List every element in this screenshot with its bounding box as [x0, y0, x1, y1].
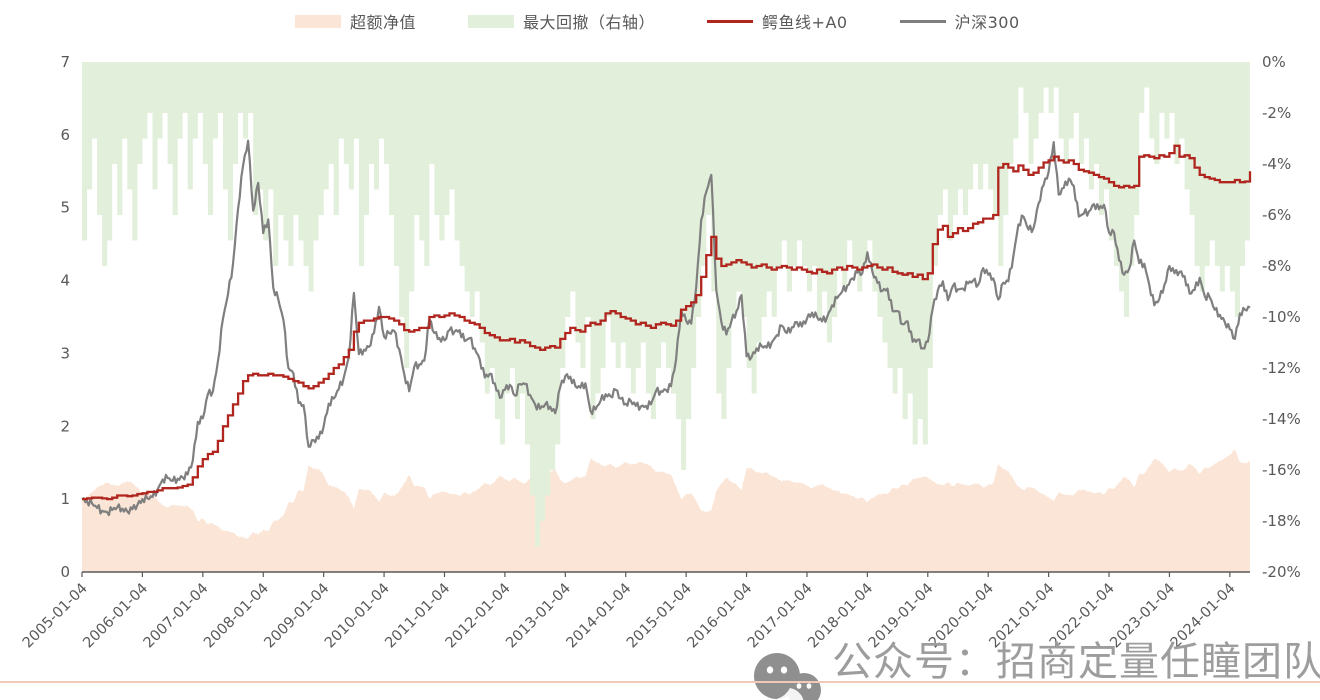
legend-item-max-drawdown: 最大回撤（右轴） — [468, 9, 655, 33]
y-left-label: 0 — [60, 563, 70, 581]
bottom-divider — [0, 681, 1320, 683]
legend-label-excess-nav: 超额净值 — [350, 13, 417, 32]
y-right-label: -20% — [1262, 563, 1301, 581]
y-left-label: 2 — [60, 417, 70, 435]
page: { "page": { "background": "#ffffff", "te… — [0, 8, 1320, 700]
chart-legend: 超额净值 最大回撤（右轴） 鳄鱼线+A0 沪深300 — [295, 8, 1020, 34]
y-right-label: -14% — [1262, 410, 1301, 428]
excess-nav-area — [82, 449, 1250, 572]
csi300-line — [81, 139, 1251, 517]
y-right-label: -18% — [1262, 512, 1301, 530]
y-left-label: 7 — [60, 53, 70, 71]
y-left-label: 5 — [60, 199, 70, 217]
wechat-icon — [754, 653, 821, 700]
y-right-label: -8% — [1262, 257, 1291, 275]
legend-label-alligator: 鳄鱼线+A0 — [762, 13, 848, 32]
csi300-line-swatch-icon — [899, 19, 946, 23]
max-drawdown-swatch-icon — [468, 14, 515, 28]
y-right-label: -6% — [1262, 206, 1291, 224]
y-right-label: 0% — [1262, 53, 1286, 71]
max-drawdown-area — [82, 62, 1250, 547]
y-left-label: 1 — [60, 490, 70, 508]
legend-item-excess-nav: 超额净值 — [295, 9, 416, 33]
legend-label-csi300: 沪深300 — [954, 13, 1020, 32]
excess-nav-swatch-icon — [295, 14, 341, 28]
legend-item-csi300: 沪深300 — [899, 9, 1020, 33]
y-right-label: -10% — [1262, 308, 1301, 326]
y-left-label: 3 — [60, 344, 70, 362]
y-right-label: -16% — [1262, 461, 1301, 479]
legend-label-max-drawdown: 最大回撤（右轴） — [523, 13, 656, 32]
watermark-text: 公众号：招商定量任瞳团队 — [832, 639, 1320, 685]
y-left-label: 6 — [60, 126, 70, 144]
watermark: 公众号：招商定量任瞳团队 — [752, 640, 1320, 700]
alligator-line — [82, 144, 1252, 501]
y-right-label: -12% — [1262, 359, 1301, 377]
y-left-label: 4 — [60, 272, 70, 290]
legend-item-alligator: 鳄鱼线+A0 — [707, 9, 848, 33]
alligator-line-swatch-icon — [707, 19, 754, 23]
y-right-label: -4% — [1262, 155, 1291, 173]
y-right-label: -2% — [1262, 104, 1291, 122]
chart-plot: 2005-01-042006-01-042007-01-042008-01-04… — [20, 53, 1301, 651]
